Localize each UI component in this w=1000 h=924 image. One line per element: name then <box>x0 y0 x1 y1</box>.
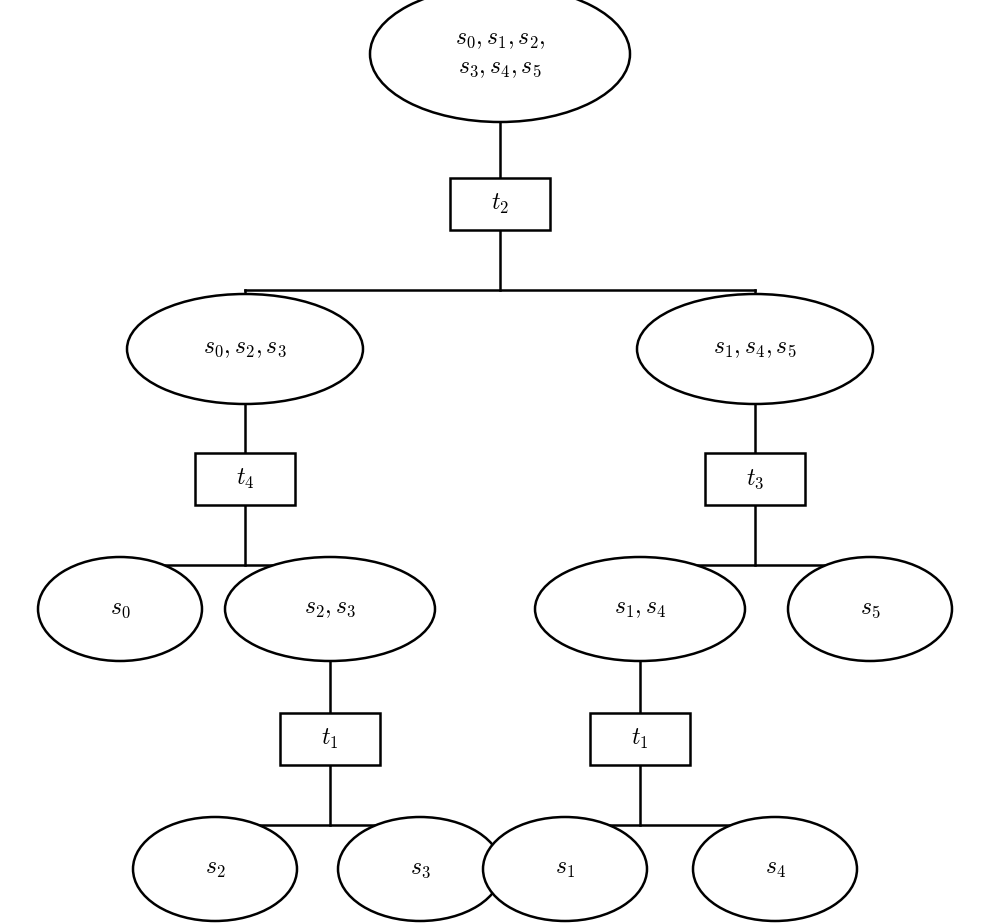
Ellipse shape <box>338 817 502 921</box>
Text: $t_2$: $t_2$ <box>491 192 509 216</box>
Text: $t_4$: $t_4$ <box>236 467 254 491</box>
FancyBboxPatch shape <box>450 178 550 230</box>
Text: $s_4$: $s_4$ <box>765 857 785 881</box>
Text: $s_5$: $s_5$ <box>860 598 880 621</box>
FancyBboxPatch shape <box>195 453 295 505</box>
Text: $s_0$: $s_0$ <box>110 598 130 621</box>
Ellipse shape <box>637 294 873 404</box>
Text: $s_2$: $s_2$ <box>205 857 225 881</box>
Text: $s_2,s_3$: $s_2,s_3$ <box>304 598 356 621</box>
FancyBboxPatch shape <box>705 453 805 505</box>
Ellipse shape <box>370 0 630 122</box>
Ellipse shape <box>38 557 202 661</box>
FancyBboxPatch shape <box>280 713 380 765</box>
Ellipse shape <box>535 557 745 661</box>
Text: $t_1$: $t_1$ <box>321 727 339 751</box>
Text: $s_0,s_1,s_2,$
$s_3,s_4,s_5$: $s_0,s_1,s_2,$ $s_3,s_4,s_5$ <box>455 29 545 79</box>
Text: $s_1,s_4,s_5$: $s_1,s_4,s_5$ <box>713 337 797 360</box>
FancyBboxPatch shape <box>590 713 690 765</box>
Text: $t_3$: $t_3$ <box>746 468 764 491</box>
Text: $s_1$: $s_1$ <box>555 857 575 881</box>
Text: $t_1$: $t_1$ <box>631 727 649 751</box>
Text: $s_0,s_2,s_3$: $s_0,s_2,s_3$ <box>203 337 287 360</box>
Ellipse shape <box>693 817 857 921</box>
Ellipse shape <box>483 817 647 921</box>
Text: $s_3$: $s_3$ <box>410 857 430 881</box>
Text: $s_1,s_4$: $s_1,s_4$ <box>614 598 666 621</box>
Ellipse shape <box>788 557 952 661</box>
Ellipse shape <box>133 817 297 921</box>
Ellipse shape <box>225 557 435 661</box>
Ellipse shape <box>127 294 363 404</box>
